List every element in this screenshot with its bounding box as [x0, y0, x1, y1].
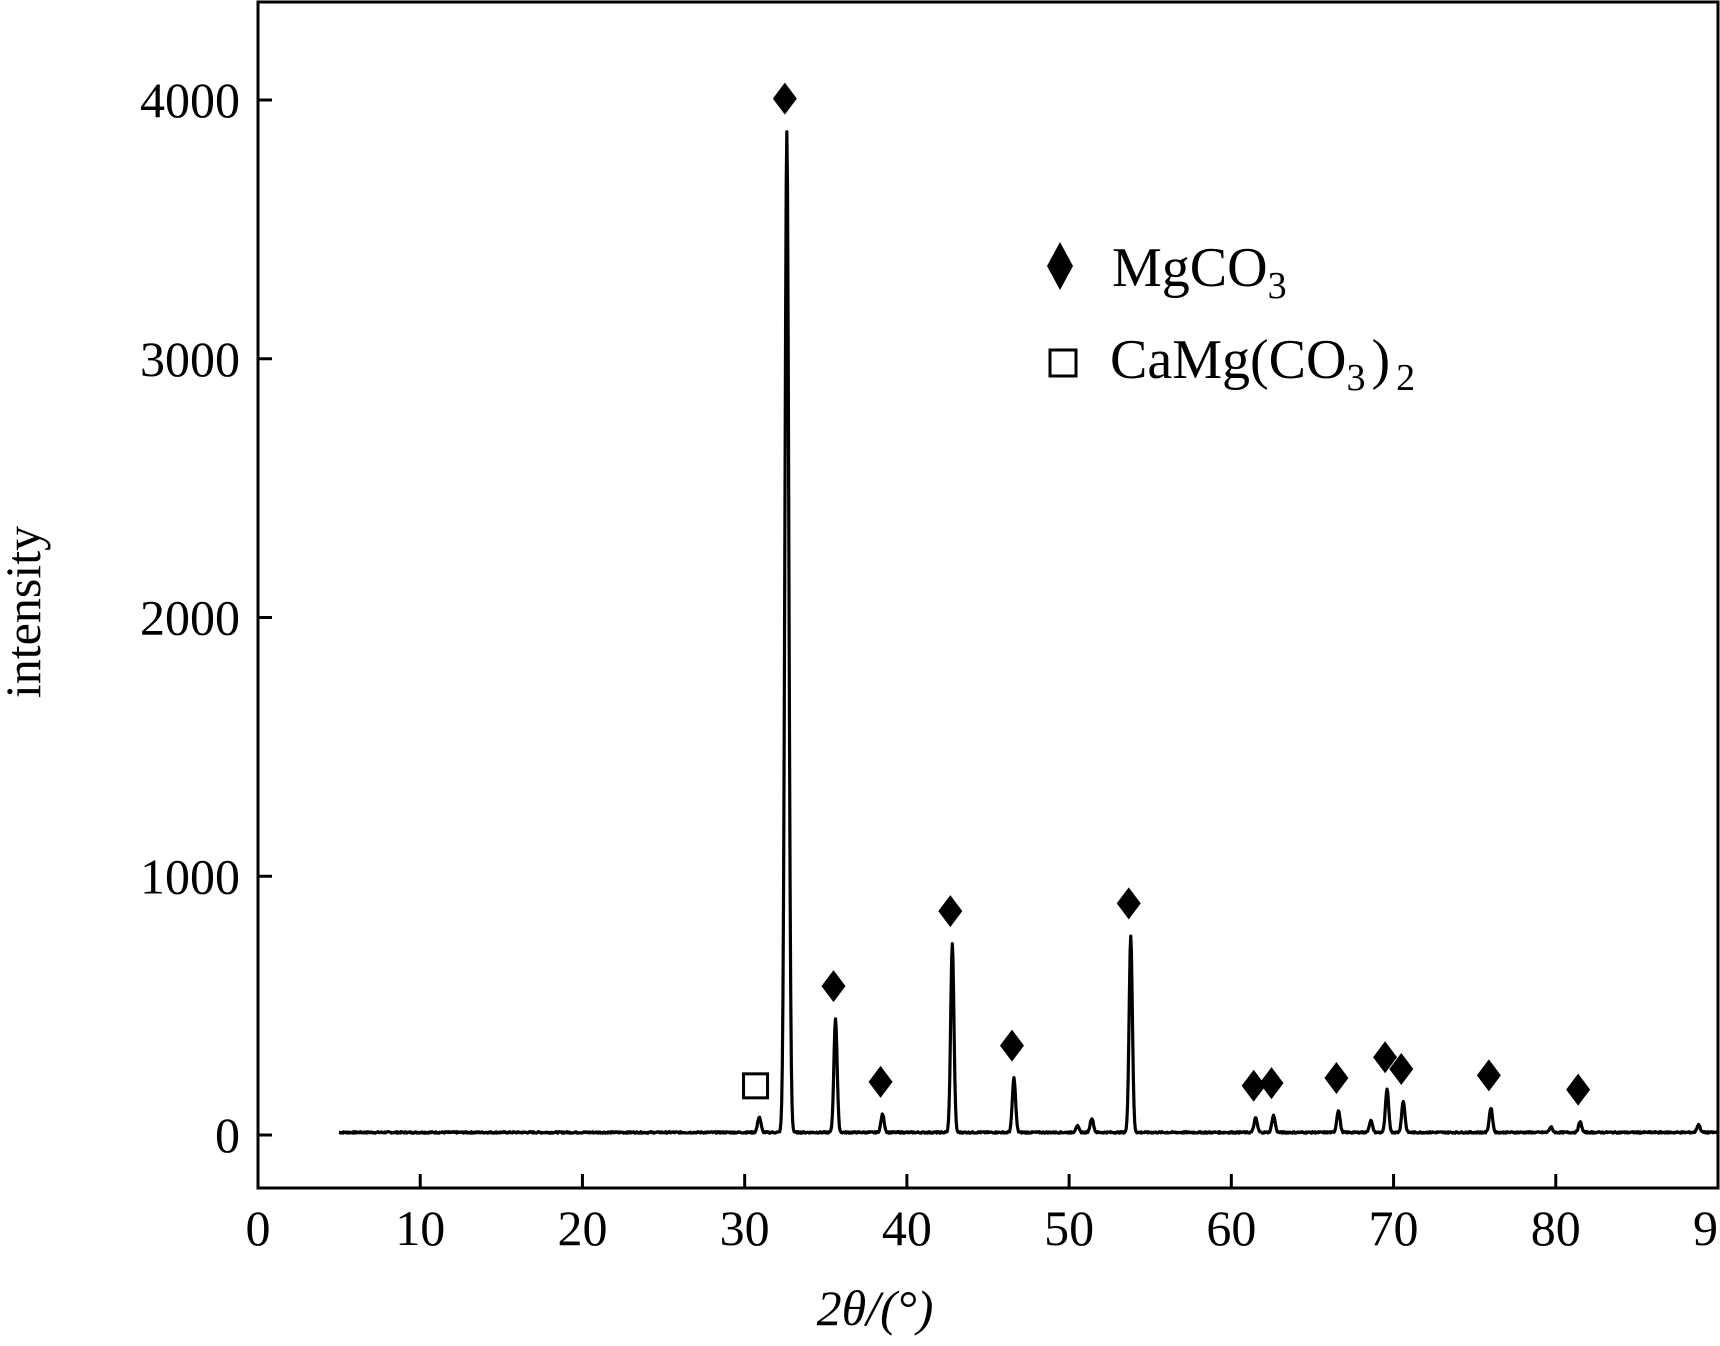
y-tick-label: 1000	[140, 848, 240, 904]
legend-marker-square	[1050, 350, 1076, 376]
y-tick-label: 3000	[140, 331, 240, 387]
x-tick-label: 70	[1369, 1200, 1419, 1256]
legend-label-camgco32-sub: 3	[1346, 357, 1365, 399]
legend-label-mgco3-sub: 3	[1268, 265, 1287, 307]
peak-marker-mgco3	[773, 83, 797, 115]
legend-label-mgco3: MgCO3	[1112, 237, 1287, 307]
x-tick-label: 50	[1044, 1200, 1094, 1256]
legend-marker-diamond	[1047, 242, 1073, 290]
y-tick-label: 4000	[140, 72, 240, 128]
series-line-xrd-pattern	[339, 132, 1718, 1134]
peak-marker-mgco3	[1324, 1062, 1348, 1094]
plot-frame	[258, 2, 1718, 1188]
peak-marker-mgco3	[869, 1066, 893, 1098]
y-axis-label: intensity	[0, 526, 51, 698]
x-tick-label: 10	[395, 1200, 445, 1256]
legend-label-mgco3-main: MgCO	[1112, 237, 1268, 299]
legend-label-camgco32-paren: )	[1371, 329, 1390, 391]
peak-marker-mgco3	[822, 970, 846, 1002]
y-tick-label: 2000	[140, 590, 240, 646]
peak-marker-mgco3	[1000, 1030, 1024, 1062]
y-tick-label: 0	[215, 1107, 240, 1163]
legend: MgCO3 CaMg(CO3)2	[1047, 237, 1415, 399]
peak-marker-mgco3	[1117, 887, 1141, 919]
x-axis-label: 2θ/(°)	[817, 1280, 934, 1336]
peak-marker-mgco3	[1260, 1067, 1284, 1099]
x-tick-label: 30	[720, 1200, 770, 1256]
legend-label-camgco32-sub2: 2	[1396, 357, 1415, 399]
x-tick-label: 80	[1531, 1200, 1581, 1256]
x-axis-ticks: 0 10 20 30 40 50 60 70 80 90	[246, 1174, 1720, 1256]
peak-marker-mgco3	[938, 895, 962, 927]
peak-marker-mgco3	[1566, 1074, 1590, 1106]
peak-marker-mgco3	[1477, 1059, 1501, 1091]
x-tick-label: 20	[557, 1200, 607, 1256]
x-tick-label: 40	[882, 1200, 932, 1256]
peak-marker-camgco32	[744, 1074, 768, 1098]
x-tick-label: 0	[246, 1200, 271, 1256]
x-tick-label: 60	[1206, 1200, 1256, 1256]
legend-label-camgco32: CaMg(CO3)2	[1110, 329, 1415, 399]
legend-label-camgco32-main: CaMg(CO	[1110, 329, 1346, 391]
x-tick-label: 90	[1693, 1200, 1720, 1256]
y-axis-ticks: 0 1000 2000 3000 4000	[140, 72, 272, 1163]
